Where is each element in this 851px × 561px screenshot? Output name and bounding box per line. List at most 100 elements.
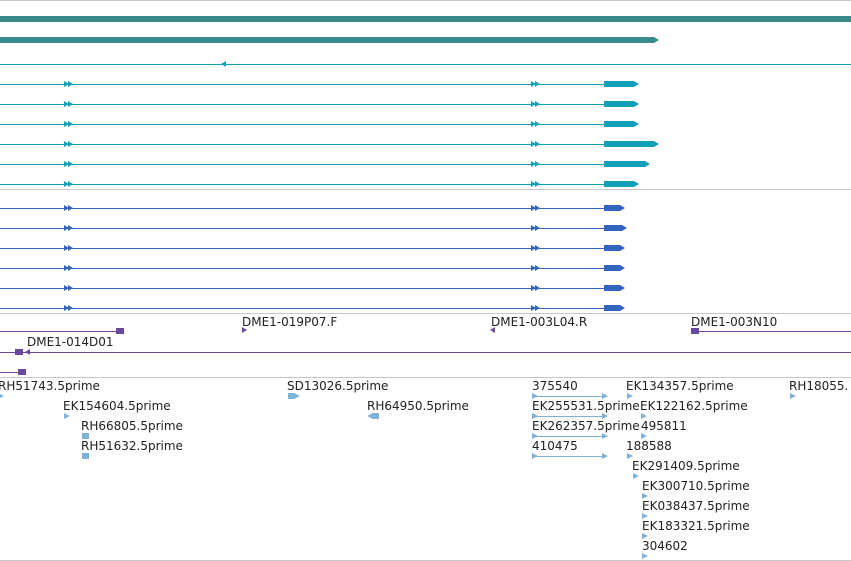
strand-arrow-icon — [64, 121, 69, 127]
est-marker-icon — [602, 453, 608, 459]
transcript-end-arrow — [620, 265, 625, 271]
est-label[interactable]: SD13026.5prime — [287, 379, 389, 393]
transcript-line[interactable] — [0, 248, 604, 249]
est-label[interactable]: EK291409.5prime — [632, 459, 740, 473]
est-marker-icon — [602, 393, 608, 399]
est-label[interactable]: 375540 — [532, 379, 578, 393]
strand-arrow-icon — [64, 141, 69, 147]
gene-transcript-bar[interactable] — [0, 37, 654, 43]
transcript-end-arrow — [620, 285, 625, 291]
strand-arrow-icon — [68, 245, 73, 251]
exon-block[interactable] — [604, 81, 634, 87]
est-label[interactable]: 495811 — [641, 419, 687, 433]
transcript-end-arrow — [654, 141, 659, 147]
strand-arrow-icon — [68, 305, 73, 311]
est-label[interactable]: RH51743.5prime — [0, 379, 100, 393]
est-line[interactable] — [533, 416, 607, 417]
transcript-line[interactable] — [0, 104, 604, 105]
strand-arrow-icon — [68, 121, 73, 127]
est-label[interactable]: EK038437.5prime — [642, 499, 750, 513]
est-label[interactable]: EK262357.5prime — [532, 419, 640, 433]
gene-span-bar[interactable] — [0, 16, 851, 22]
est-label[interactable]: EK300710.5prime — [642, 479, 750, 493]
exon-block[interactable] — [604, 101, 634, 107]
transcript-line[interactable] — [0, 208, 604, 209]
est-label[interactable]: EK255531.5prime — [532, 399, 640, 413]
est-marker-icon — [532, 393, 538, 399]
transcript-end-arrow — [620, 245, 625, 251]
clone-label[interactable]: DME1-003L04.R — [491, 315, 588, 329]
strand-arrow-icon — [535, 245, 540, 251]
clone-line[interactable] — [0, 352, 851, 353]
transcript-line[interactable] — [0, 124, 604, 125]
strand-arrow-icon — [68, 265, 73, 271]
strand-arrow-icon — [68, 141, 73, 147]
strand-arrow-icon — [531, 205, 536, 211]
strand-arrow-icon — [531, 225, 536, 231]
strand-arrow-icon — [221, 61, 226, 67]
est-line[interactable] — [533, 396, 607, 397]
exon-block[interactable] — [604, 161, 645, 167]
est-label[interactable]: EK122162.5prime — [640, 399, 748, 413]
est-marker-icon — [642, 553, 648, 559]
transcript-line[interactable] — [0, 84, 604, 85]
exon-block[interactable] — [604, 285, 620, 291]
strand-arrow-icon — [64, 205, 69, 211]
strand-arrow-icon — [64, 81, 69, 87]
transcript-line[interactable] — [0, 228, 604, 229]
exon-block[interactable] — [604, 181, 634, 187]
est-label[interactable]: RH51632.5prime — [81, 439, 183, 453]
clone-end-block — [116, 328, 124, 334]
est-label[interactable]: 304602 — [642, 539, 688, 553]
strand-arrow-icon — [531, 121, 536, 127]
exon-block[interactable] — [604, 225, 622, 231]
clone-line[interactable] — [691, 331, 851, 332]
clone-label[interactable]: DME1-019P07.F — [242, 315, 338, 329]
clone-line[interactable] — [0, 372, 22, 373]
strand-arrow-icon — [531, 285, 536, 291]
est-marker-icon — [602, 433, 608, 439]
est-label[interactable]: EK154604.5prime — [63, 399, 171, 413]
exon-block[interactable] — [604, 265, 620, 271]
exon-block[interactable] — [604, 245, 620, 251]
clone-label[interactable]: DME1-014D01 — [27, 335, 114, 349]
transcript-line[interactable] — [0, 144, 604, 145]
est-marker-icon — [641, 433, 647, 439]
strand-arrow-icon — [64, 181, 69, 187]
est-label[interactable]: EK183321.5prime — [642, 519, 750, 533]
transcript-line[interactable] — [0, 288, 604, 289]
clone-line[interactable] — [0, 331, 123, 332]
strand-arrow-icon — [68, 225, 73, 231]
exon-block[interactable] — [604, 141, 654, 147]
transcript-line[interactable] — [0, 268, 604, 269]
exon-block[interactable] — [604, 121, 634, 127]
exon-block[interactable] — [604, 205, 620, 211]
clone-label[interactable]: DME1-003N10 — [691, 315, 778, 329]
strand-arrow-icon — [535, 121, 540, 127]
est-line[interactable] — [533, 436, 607, 437]
transcript-line[interactable] — [0, 308, 604, 309]
exon-block[interactable] — [604, 305, 620, 311]
strand-arrow-icon — [68, 161, 73, 167]
est-label[interactable]: 188588 — [626, 439, 672, 453]
strand-arrow-icon — [535, 205, 540, 211]
strand-arrow-icon — [531, 245, 536, 251]
est-label[interactable]: RH64950.5prime — [367, 399, 469, 413]
track-separator — [0, 377, 851, 378]
est-line[interactable] — [533, 456, 607, 457]
strand-arrow-icon — [64, 305, 69, 311]
transcript-line[interactable] — [0, 164, 604, 165]
est-label[interactable]: 410475 — [532, 439, 578, 453]
est-label[interactable]: RH18055. — [789, 379, 849, 393]
strand-arrow-icon — [531, 305, 536, 311]
clone-marker-icon — [25, 349, 30, 355]
est-marker-icon — [627, 393, 633, 399]
clone-end-block — [18, 369, 26, 375]
est-label[interactable]: RH66805.5prime — [81, 419, 183, 433]
strand-arrow-icon — [535, 285, 540, 291]
transcript-line[interactable] — [0, 184, 604, 185]
strand-arrow-icon — [535, 81, 540, 87]
strand-arrow-icon — [535, 225, 540, 231]
est-label[interactable]: EK134357.5prime — [626, 379, 734, 393]
transcript-line[interactable] — [0, 64, 851, 65]
